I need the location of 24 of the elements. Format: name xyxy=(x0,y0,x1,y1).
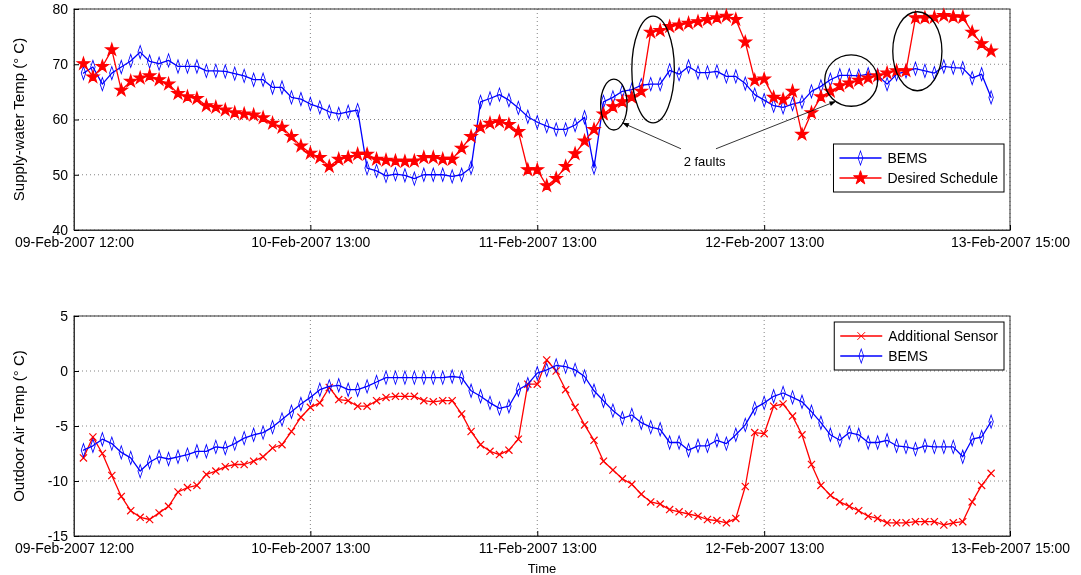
legend-label: BEMS xyxy=(888,348,928,364)
annotation: 2 faults xyxy=(683,153,727,169)
x-tick-label: 12-Feb-2007 13:00 xyxy=(705,234,825,250)
x-tick-label: 13-Feb-2007 15:00 xyxy=(950,234,1071,250)
y-axis-title: Outdoor Air Temp (° C) xyxy=(10,350,27,502)
y-tick-label: 80 xyxy=(52,0,69,17)
y-tick-label: 5 xyxy=(60,307,69,324)
x-tick-label: 13-Feb-2007 15:00 xyxy=(950,540,1071,556)
legend-label: BEMS xyxy=(887,150,928,166)
x-axis-title: Time xyxy=(527,561,557,575)
x-tick-label: 10-Feb-2007 13:00 xyxy=(251,540,371,556)
legend-label: Desired Schedule xyxy=(887,170,999,186)
x-tick-label: 11-Feb-2007 13:00 xyxy=(478,234,598,250)
y-axis-title: Supply-water Temp (° C) xyxy=(10,37,27,202)
y-tick-label: 70 xyxy=(52,56,69,73)
legend-label: Additional Sensor xyxy=(888,328,999,344)
y-tick-label: -5 xyxy=(55,417,69,434)
x-tick-label: 12-Feb-2007 13:00 xyxy=(705,540,825,556)
x-tick-label: 11-Feb-2007 13:00 xyxy=(478,540,598,556)
x-tick-label: 10-Feb-2007 13:00 xyxy=(251,234,371,250)
y-tick-label: -10 xyxy=(47,472,69,489)
y-tick-label: 60 xyxy=(52,111,69,128)
y-tick-label: 50 xyxy=(52,166,69,183)
y-tick-label: 0 xyxy=(60,362,69,379)
